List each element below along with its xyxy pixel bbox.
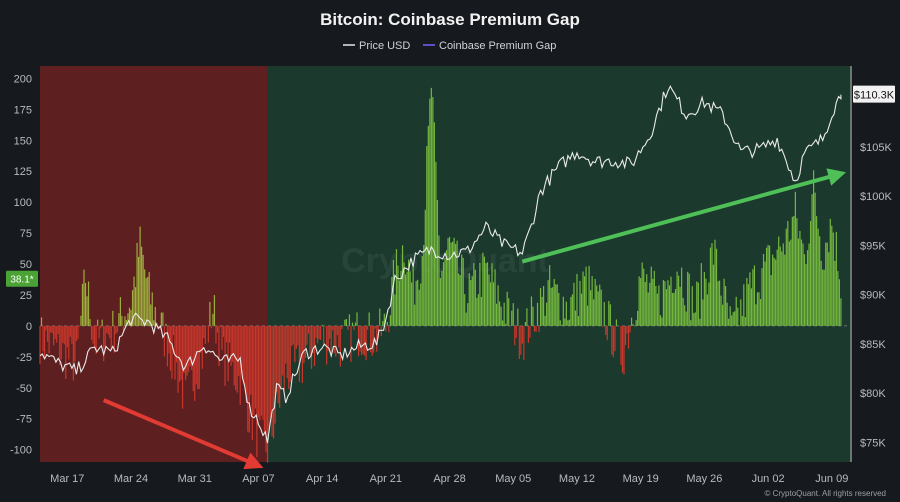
x-axis-ticks: Mar 17 Mar 24 Mar 31 Apr 07 Apr 14 Apr 21 Apr …	[50, 473, 848, 485]
left-tick-label: 175	[14, 104, 32, 116]
x-tick-label: May 05	[495, 473, 531, 485]
legend: Price USD Coinbase Premium Gap	[343, 40, 556, 52]
x-tick-label: Jun 09	[815, 473, 848, 485]
right-tick-label: $85K	[860, 339, 886, 351]
x-tick-label: Apr 21	[370, 473, 402, 485]
left-tick-label: 75	[20, 228, 32, 240]
x-tick-label: Mar 17	[50, 473, 84, 485]
region-1	[267, 66, 850, 462]
right-tick-label: $90K	[860, 290, 886, 302]
x-tick-label: Mar 24	[114, 473, 148, 485]
current-premium-badge-bg	[6, 270, 38, 287]
copyright: © CryptoQuant. All rights reserved	[765, 489, 887, 498]
left-axis-ticks: 200 175 150 125 100 75 50 25 0 -25 -50 -75 -100	[10, 73, 32, 456]
left-tick-label: 0	[26, 321, 32, 333]
region-0	[40, 66, 268, 462]
current-price-badge-bg	[853, 85, 895, 103]
x-tick-label: Apr 07	[242, 473, 274, 485]
x-tick-label: Apr 14	[306, 473, 338, 485]
x-tick-label: May 19	[623, 473, 659, 485]
left-tick-label: 50	[20, 259, 32, 271]
x-tick-label: May 26	[686, 473, 722, 485]
background-regions	[40, 66, 850, 462]
left-tick-label: 200	[14, 73, 32, 85]
left-tick-label: 150	[14, 135, 32, 147]
left-tick-label: 125	[14, 166, 32, 178]
x-tick-label: May 12	[559, 473, 595, 485]
current-premium-badge: 38.1*	[6, 270, 38, 287]
x-tick-label: Jun 02	[752, 473, 785, 485]
right-tick-label: $105K	[860, 142, 892, 154]
left-tick-label: -100	[10, 445, 32, 457]
right-tick-label: $95K	[860, 240, 886, 252]
legend-label-premium[interactable]: Coinbase Premium Gap	[439, 40, 556, 52]
right-axis-ticks: $105K $100K $95K $90K $85K $80K $75K	[860, 142, 892, 450]
current-premium-value: 38.1*	[10, 275, 33, 286]
left-tick-label: -50	[16, 383, 32, 395]
premium-gap-bars	[39, 87, 842, 463]
chart-title: Bitcoin: Coinbase Premium Gap	[320, 10, 580, 29]
current-price-badge: $110.3K	[853, 85, 895, 103]
left-tick-label: -25	[16, 352, 32, 364]
left-tick-label: -75	[16, 414, 32, 426]
x-tick-label: Apr 28	[433, 473, 465, 485]
right-tick-label: $100K	[860, 191, 892, 203]
current-price-value: $110.3K	[854, 90, 895, 102]
x-tick-label: Mar 31	[178, 473, 212, 485]
left-tick-label: 25	[20, 290, 32, 302]
right-tick-label: $75K	[860, 437, 886, 449]
green-uptrend-arrow	[521, 168, 847, 264]
legend-label-price[interactable]: Price USD	[359, 40, 410, 52]
price-line	[39, 84, 842, 444]
left-tick-label: 100	[14, 197, 32, 209]
right-tick-label: $80K	[860, 388, 886, 400]
red-downtrend-arrow	[102, 398, 264, 470]
